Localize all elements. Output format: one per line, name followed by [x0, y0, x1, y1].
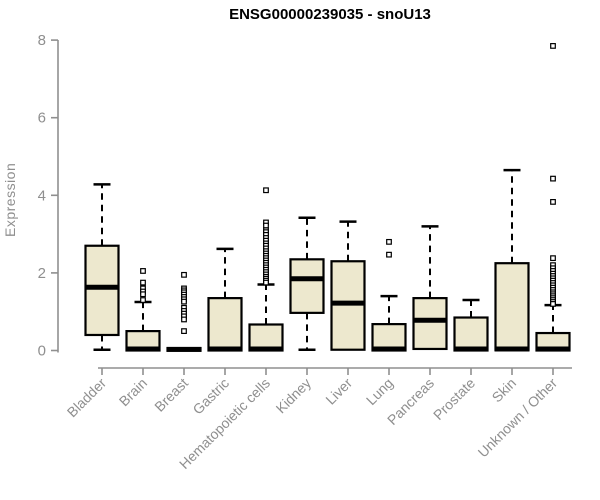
x-tick-label: Bladder: [64, 375, 110, 421]
outlier-point: [263, 279, 269, 286]
x-tick-label: Skin: [489, 375, 520, 406]
outlier-point: [386, 251, 392, 258]
outlier-point: [263, 222, 269, 229]
chart-title: ENSG00000239035 - snoU13: [229, 6, 431, 23]
outlier-point: [550, 198, 556, 205]
outlier-point: [181, 328, 187, 334]
outlier-point: [386, 238, 392, 245]
y-tick-label: 8: [38, 32, 46, 49]
x-tick-label: Prostate: [430, 375, 478, 423]
outlier-point: [140, 268, 146, 274]
outlier-point: [550, 301, 556, 307]
y-tick-label: 2: [38, 265, 46, 282]
y-tick-label: 0: [38, 343, 46, 360]
x-tick-label: Brain: [116, 375, 150, 409]
outlier-point: [181, 316, 187, 323]
box: [207, 297, 243, 352]
x-tick-label: Lung: [363, 375, 396, 408]
outlier-point: [550, 255, 556, 262]
outlier-point: [140, 291, 146, 298]
outlier-point: [181, 271, 187, 278]
y-tick-label: 4: [38, 187, 46, 204]
y-axis-title: Expression: [2, 162, 18, 238]
outlier-point: [181, 298, 187, 305]
box: [84, 244, 120, 337]
box: [453, 316, 489, 352]
outlier-point: [140, 297, 146, 303]
y-tick-label: 6: [38, 110, 46, 127]
outlier-point: [140, 279, 146, 286]
x-tick-label: Breast: [151, 375, 191, 415]
x-tick-label: Kidney: [273, 375, 315, 417]
outlier-point: [550, 175, 556, 182]
x-tick-label: Liver: [322, 375, 355, 408]
box: [494, 262, 530, 351]
outlier-point: [263, 187, 269, 194]
outlier-point: [550, 43, 556, 49]
box: [412, 297, 448, 351]
box: [289, 258, 325, 314]
